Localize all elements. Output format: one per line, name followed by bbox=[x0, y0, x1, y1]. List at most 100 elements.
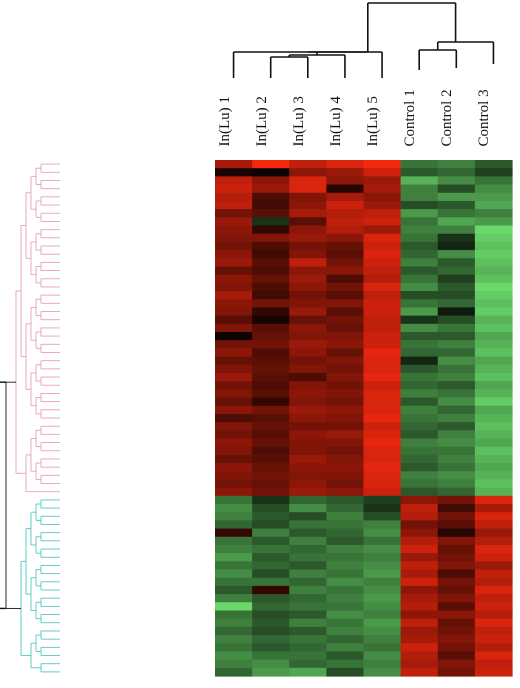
heatmap-cell bbox=[215, 487, 253, 497]
heatmap-cell bbox=[400, 250, 439, 259]
heatmap-cell bbox=[289, 651, 327, 661]
heatmap-cell bbox=[474, 512, 513, 521]
heatmap-cell bbox=[252, 250, 290, 259]
heatmap-cell bbox=[363, 528, 402, 538]
heatmap-cell bbox=[437, 626, 476, 636]
heatmap-cell bbox=[400, 299, 439, 309]
heatmap-cell bbox=[289, 340, 327, 349]
heatmap-cell bbox=[437, 643, 476, 653]
heatmap-cell bbox=[289, 495, 327, 505]
heatmap-cell bbox=[474, 438, 513, 448]
heatmap-cell bbox=[474, 618, 513, 628]
heatmap-cell bbox=[252, 217, 290, 227]
heatmap-cell bbox=[252, 200, 290, 210]
heatmap-cell bbox=[363, 282, 402, 292]
heatmap-cell bbox=[400, 463, 439, 472]
heatmap-cell bbox=[474, 381, 513, 390]
heatmap-cell bbox=[326, 667, 365, 677]
heatmap-cell bbox=[215, 200, 253, 210]
heatmap-cell bbox=[363, 389, 402, 399]
heatmap-cell bbox=[474, 553, 513, 562]
heatmap-cell bbox=[437, 520, 476, 530]
heatmap-cell bbox=[474, 651, 513, 661]
heatmap-cell bbox=[363, 438, 402, 448]
heatmap-cell bbox=[437, 446, 476, 456]
heatmap-cell bbox=[326, 643, 365, 653]
heatmap-cell bbox=[363, 471, 402, 481]
heatmap-cell bbox=[363, 266, 402, 276]
heatmap-cell bbox=[289, 405, 327, 415]
heatmap-cell bbox=[437, 307, 476, 317]
heatmap-cell bbox=[400, 241, 439, 251]
heatmap-cell bbox=[215, 512, 253, 521]
heatmap-cell bbox=[326, 413, 365, 423]
heatmap-cell bbox=[215, 340, 253, 349]
heatmap-cell bbox=[474, 422, 513, 431]
heatmap-cell bbox=[437, 315, 476, 325]
heatmap-cell bbox=[289, 160, 327, 169]
heatmap-cell bbox=[326, 315, 365, 325]
heatmap-cell bbox=[215, 241, 253, 251]
heatmap-cell bbox=[363, 405, 402, 415]
heatmap-cell bbox=[289, 258, 327, 268]
heatmap-cell bbox=[215, 356, 253, 366]
heatmap-cell bbox=[474, 389, 513, 399]
heatmap-cell bbox=[289, 209, 327, 218]
heatmap-cell bbox=[252, 192, 290, 202]
heatmap-cell bbox=[363, 512, 402, 521]
heatmap-cell bbox=[252, 495, 290, 505]
heatmap-cell bbox=[400, 594, 439, 603]
heatmap-cell bbox=[437, 217, 476, 227]
heatmap-cell bbox=[289, 323, 327, 333]
heatmap-cell bbox=[215, 307, 253, 317]
heatmap-cell bbox=[252, 471, 290, 481]
heatmap-cell bbox=[437, 544, 476, 554]
heatmap-cell bbox=[215, 250, 253, 259]
heatmap-cell bbox=[400, 168, 439, 177]
heatmap-cell bbox=[252, 618, 290, 628]
heatmap-cell bbox=[474, 217, 513, 227]
heatmap-cell bbox=[215, 364, 253, 374]
heatmap-cell bbox=[400, 258, 439, 268]
heatmap-cell bbox=[215, 209, 253, 218]
heatmap-cell bbox=[437, 602, 476, 612]
heatmap-cell bbox=[326, 291, 365, 300]
heatmap-cell bbox=[363, 192, 402, 202]
heatmap-cell bbox=[363, 348, 402, 358]
heatmap-cell bbox=[437, 291, 476, 300]
heatmap-cell bbox=[363, 274, 402, 284]
heatmap-cell bbox=[326, 274, 365, 284]
heatmap-cell bbox=[437, 610, 476, 620]
heatmap-cell bbox=[474, 307, 513, 317]
heatmap-cell bbox=[252, 520, 290, 530]
heatmap-cell bbox=[215, 520, 253, 530]
heatmap-cell bbox=[437, 594, 476, 603]
heatmap-cell bbox=[400, 364, 439, 374]
heatmap-cell bbox=[326, 209, 365, 218]
heatmap-cell bbox=[400, 520, 439, 530]
heatmap-cell bbox=[252, 667, 290, 677]
heatmap-cell bbox=[215, 610, 253, 620]
heatmap-cell bbox=[400, 471, 439, 481]
heatmap-cell bbox=[326, 577, 365, 587]
heatmap-cell bbox=[474, 160, 513, 169]
heatmap-cell bbox=[400, 561, 439, 571]
heatmap-cell bbox=[289, 659, 327, 669]
heatmap-cell bbox=[363, 381, 402, 390]
heatmap-cell bbox=[289, 356, 327, 366]
heatmap-cell bbox=[252, 536, 290, 546]
heatmap-cell bbox=[363, 667, 402, 677]
heatmap-cell bbox=[363, 463, 402, 472]
heatmap-cell bbox=[363, 176, 402, 186]
heatmap-cell bbox=[400, 438, 439, 448]
heatmap-cell bbox=[326, 282, 365, 292]
heatmap-cell bbox=[474, 495, 513, 505]
heatmap-cell bbox=[363, 241, 402, 251]
heatmap-cell bbox=[363, 504, 402, 513]
heatmap-cell bbox=[215, 643, 253, 653]
heatmap-cell bbox=[326, 585, 365, 595]
heatmap-cell bbox=[363, 413, 402, 423]
heatmap-cell bbox=[474, 176, 513, 186]
heatmap-cell bbox=[400, 577, 439, 587]
heatmap-cell bbox=[437, 299, 476, 309]
